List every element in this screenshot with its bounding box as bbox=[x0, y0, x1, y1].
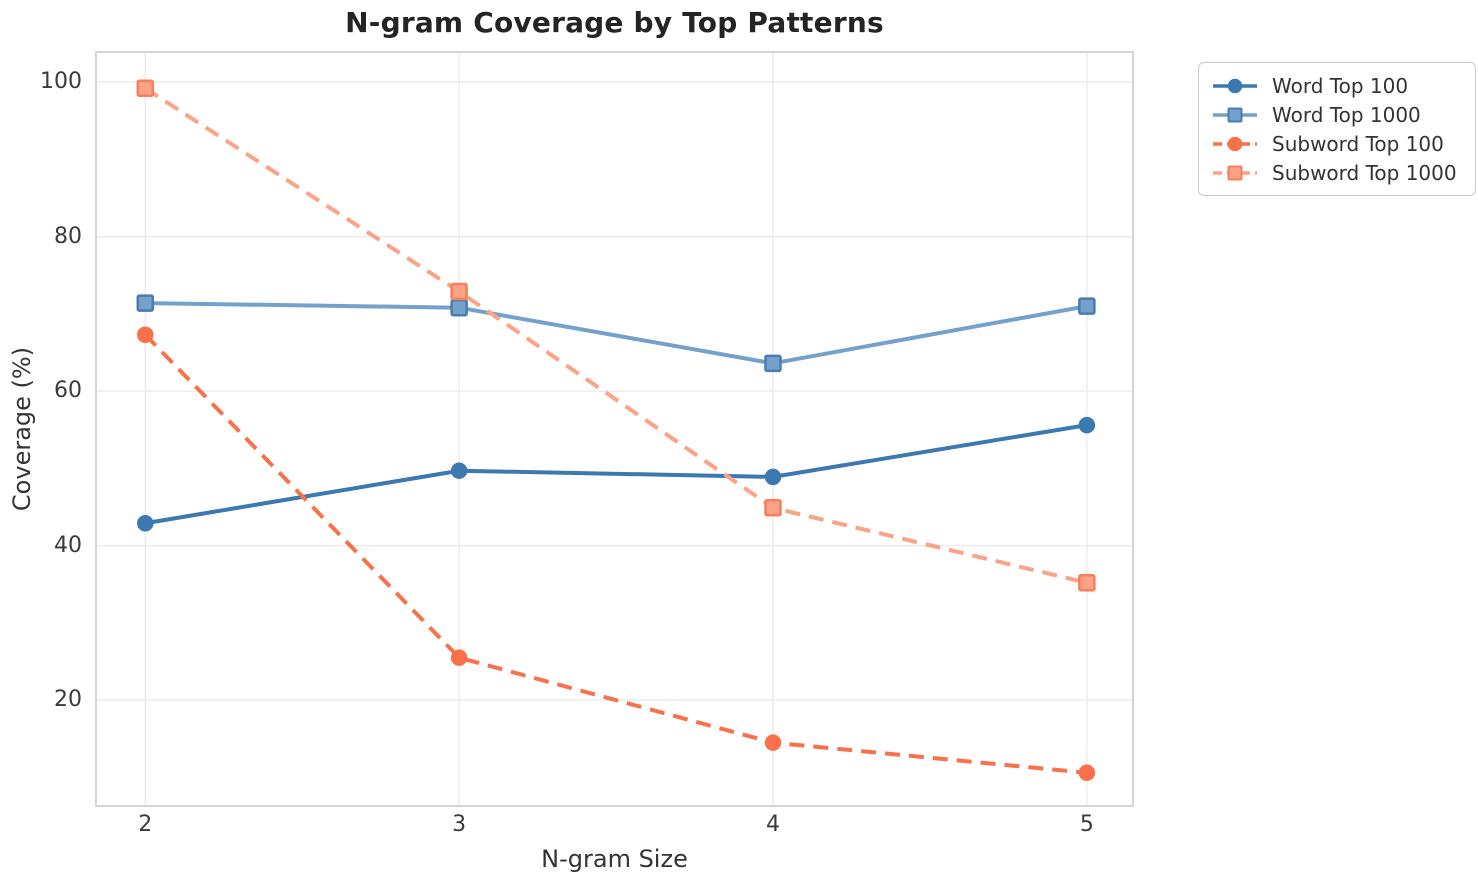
data-point-word-top-1000 bbox=[764, 354, 782, 373]
square-marker-icon bbox=[1227, 165, 1243, 180]
data-point-word-top-100 bbox=[137, 515, 154, 532]
data-point-word-top-1000 bbox=[136, 294, 155, 312]
y-tick-label: 40 bbox=[54, 532, 82, 558]
series-line-word-top-100 bbox=[144, 423, 1088, 526]
legend-item-word-top-100: Word Top 100 bbox=[1211, 71, 1457, 100]
data-point-subword-top-1000 bbox=[764, 499, 782, 517]
data-point-subword-top-1000 bbox=[136, 79, 155, 98]
x-tick-label: 2 bbox=[138, 812, 153, 837]
x-tick-label: 3 bbox=[452, 812, 467, 837]
data-point-subword-top-100 bbox=[764, 734, 782, 751]
series-line-subword-top-1000 bbox=[144, 86, 1088, 585]
data-point-word-top-100 bbox=[450, 462, 468, 479]
legend-label: Word Top 1000 bbox=[1272, 102, 1421, 127]
legend-item-subword-top-1000: Subword Top 1000 bbox=[1211, 158, 1457, 187]
y-tick-label: 20 bbox=[54, 687, 82, 713]
legend-label: Subword Top 100 bbox=[1272, 131, 1444, 156]
series-line-subword-top-100 bbox=[143, 333, 1088, 775]
legend-label: Word Top 100 bbox=[1272, 73, 1409, 98]
legend-line-sample bbox=[1213, 78, 1257, 93]
circle-marker-icon bbox=[1227, 78, 1243, 93]
legend-item-subword-top-100: Subword Top 100 bbox=[1211, 129, 1457, 158]
square-marker-icon bbox=[1227, 107, 1243, 122]
data-point-subword-top-100 bbox=[137, 326, 154, 343]
legend-line-sample bbox=[1213, 136, 1257, 151]
legend-line-sample bbox=[1213, 107, 1257, 122]
circle-marker-icon bbox=[1227, 136, 1243, 151]
legend: Word Top 100 Word Top 1000 Subword Top 100… bbox=[1198, 62, 1476, 196]
legend-item-word-top-1000: Word Top 1000 bbox=[1211, 100, 1457, 129]
data-point-word-top-100 bbox=[764, 468, 782, 486]
chart-title: N-gram Coverage by Top Patterns bbox=[345, 6, 884, 39]
data-point-subword-top-100 bbox=[450, 649, 468, 666]
x-tick-label: 4 bbox=[766, 812, 780, 837]
data-point-subword-top-1000 bbox=[450, 282, 468, 301]
y-tick-label: 100 bbox=[40, 69, 82, 95]
y-tick-label: 60 bbox=[54, 378, 82, 404]
data-point-word-top-100 bbox=[1078, 416, 1096, 434]
series-line-word-top-1000 bbox=[145, 301, 1088, 366]
data-point-subword-top-100 bbox=[1078, 764, 1096, 782]
legend-line-sample bbox=[1213, 165, 1257, 180]
y-tick-label: 80 bbox=[54, 223, 82, 249]
axes-spines bbox=[95, 51, 1134, 807]
data-point-subword-top-1000 bbox=[1078, 573, 1096, 592]
legend-label: Subword Top 1000 bbox=[1272, 160, 1457, 185]
x-axis-label: N-gram Size bbox=[541, 845, 688, 873]
data-point-word-top-1000 bbox=[450, 298, 468, 317]
x-tick-label: 5 bbox=[1079, 812, 1094, 837]
data-point-word-top-1000 bbox=[1078, 297, 1096, 315]
